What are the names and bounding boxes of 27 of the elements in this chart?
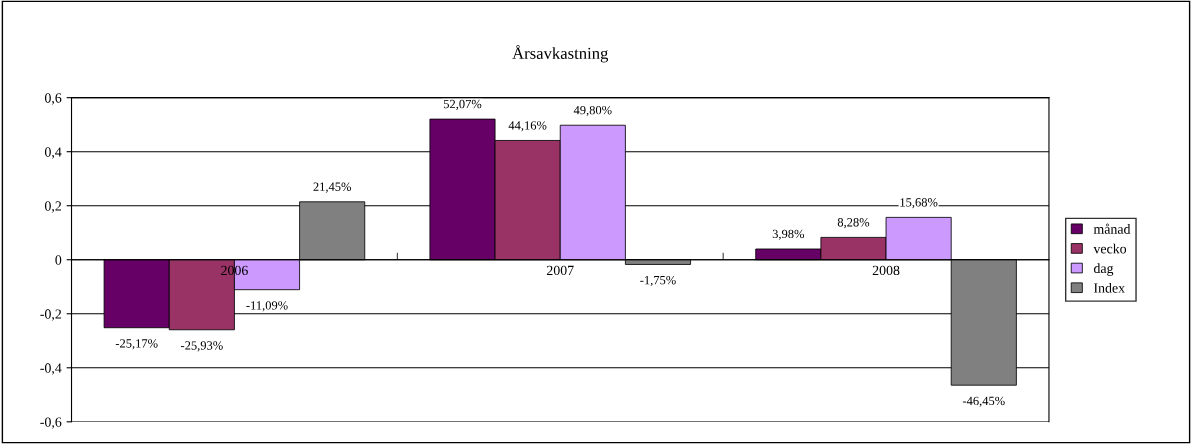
x-tick-label: 2007	[546, 265, 574, 276]
chart-title: Årsavkastning	[512, 45, 609, 63]
x-tick-label: 2006	[221, 265, 248, 276]
data-label: -1,75%	[640, 275, 676, 287]
data-label: 8,28%	[837, 218, 870, 229]
y-tick-label: -0,6	[40, 417, 62, 429]
data-label: 21,45%	[313, 182, 352, 193]
data-label: 3,98%	[772, 229, 805, 240]
x-tick-label: 2008	[872, 265, 900, 276]
data-label: 52,07%	[443, 99, 482, 111]
legend-label: dag	[1093, 263, 1114, 276]
legend-label: månad	[1093, 223, 1131, 234]
legend-label: Index	[1093, 282, 1125, 293]
data-label: 15,68%	[900, 198, 938, 209]
y-tick-label: -0,4	[40, 363, 62, 375]
y-tick-label: 0,2	[44, 201, 62, 213]
data-label: -25,93%	[180, 341, 223, 352]
y-tick-label: -0,2	[40, 309, 62, 321]
data-label: 49,80%	[573, 105, 612, 117]
y-tick-label: 0,6	[44, 93, 62, 105]
y-tick-label: 0,4	[44, 147, 62, 159]
y-tick-label: 0	[55, 255, 62, 265]
legend-label: vecko	[1093, 243, 1127, 254]
data-label: -46,45%	[962, 396, 1005, 407]
data-label: -11,09%	[246, 301, 288, 312]
data-label: -25,17%	[115, 339, 158, 350]
data-label: 44,16%	[508, 121, 547, 132]
